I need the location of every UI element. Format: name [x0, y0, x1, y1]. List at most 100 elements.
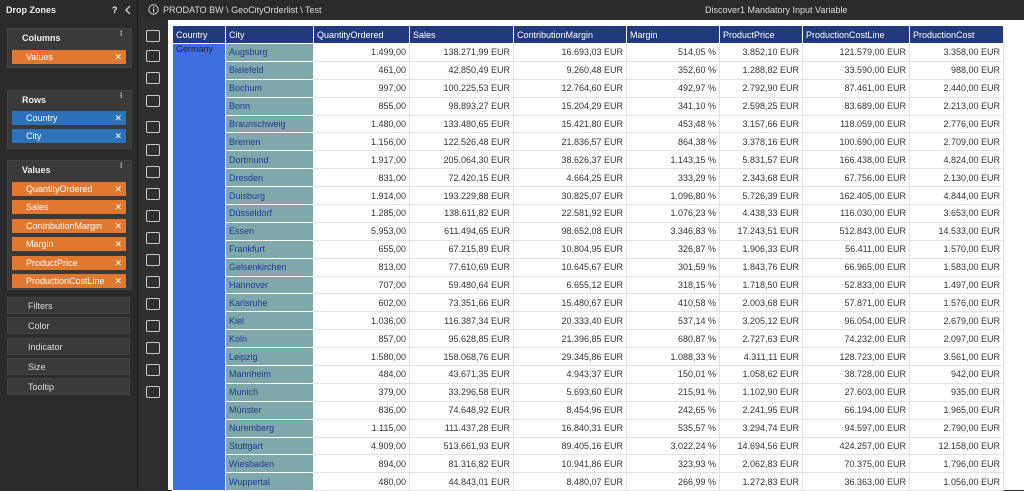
- column-header[interactable]: ContributionMargin: [513, 25, 627, 44]
- drop-zone-item[interactable]: Indicator: [7, 338, 130, 355]
- field-name: ProductionCostLine: [26, 276, 105, 286]
- drop-zone-item[interactable]: Color: [7, 317, 130, 334]
- column-header[interactable]: ProductionCostLine: [802, 25, 910, 44]
- value-cell: 43.671,35 EUR: [409, 365, 514, 384]
- tool-icon[interactable]: [146, 30, 160, 42]
- tool-icon[interactable]: [146, 144, 160, 156]
- drop-zone-title: Columns: [22, 33, 61, 43]
- tool-icon[interactable]: [146, 342, 160, 354]
- field-name: Values: [26, 52, 53, 62]
- tool-icon[interactable]: [146, 121, 160, 133]
- remove-button[interactable]: ✕: [114, 258, 122, 268]
- table-row: Germany Augsburg 1.499,00 138.271,99 EUR 16.…: [172, 42, 1004, 491]
- tool-icon[interactable]: [146, 276, 160, 288]
- tool-icon[interactable]: [146, 95, 160, 107]
- tool-icon[interactable]: [146, 386, 160, 398]
- field-chip[interactable]: Values ✕: [12, 50, 126, 64]
- table-row: Gelsenkirchen 813,00 77.610,69 EUR 10.645,6…: [173, 257, 1004, 277]
- remove-button[interactable]: ✕: [114, 239, 122, 249]
- value-cell: 857,00: [313, 329, 410, 349]
- field-chip[interactable]: ProductionCostLine ✕: [12, 274, 126, 288]
- tool-icon[interactable]: [146, 72, 160, 84]
- column-header[interactable]: Sales: [409, 25, 514, 44]
- field-chip[interactable]: ProductPrice ✕: [12, 256, 126, 270]
- value-cell: 1.115,00: [313, 418, 410, 438]
- value-cell: 158.068,76 EUR: [409, 347, 514, 367]
- value-cell: 215,91 %: [626, 382, 720, 402]
- tool-icon[interactable]: [146, 50, 160, 62]
- field-chip[interactable]: Margin ✕: [12, 237, 126, 251]
- value-cell: 14.694,56 EUR: [719, 436, 803, 456]
- remove-button[interactable]: ✕: [114, 184, 122, 194]
- help-button[interactable]: ?: [112, 5, 118, 15]
- tool-icon[interactable]: [146, 210, 160, 222]
- value-cell: 73.351,66 EUR: [409, 293, 514, 313]
- value-cell: 3.022,24 %: [626, 436, 720, 456]
- tool-icon[interactable]: [146, 166, 160, 178]
- field-chip[interactable]: ContributionMargin ✕: [12, 219, 126, 233]
- value-cell: 5.693,60 EUR: [513, 382, 627, 402]
- remove-button[interactable]: ✕: [114, 276, 122, 286]
- column-header[interactable]: QuantityOrdered: [313, 25, 410, 44]
- value-cell: 326,87 %: [626, 239, 720, 259]
- tool-icon[interactable]: [146, 364, 160, 376]
- value-cell: 2.241,95 EUR: [719, 400, 803, 420]
- table-row: Stuttgart 4.909,00 513.661,93 EUR 89.405,16…: [173, 436, 1004, 456]
- field-name: Sales: [26, 202, 49, 212]
- drop-zone-item[interactable]: Size: [7, 358, 130, 375]
- column-header[interactable]: City: [225, 25, 314, 44]
- value-cell: 4.909,00: [313, 436, 410, 456]
- menu-dots[interactable]: ···: [116, 162, 126, 168]
- tool-icon[interactable]: [146, 298, 160, 310]
- tool-icon[interactable]: [146, 232, 160, 244]
- field-name: Country: [26, 113, 58, 123]
- value-cell: 1.580,00: [313, 347, 410, 367]
- table-area: Country City QuantityOrdered Sales Contribut…: [168, 20, 1024, 491]
- field-chip[interactable]: Sales ✕: [12, 200, 126, 214]
- value-cell: 242,65 %: [626, 400, 720, 420]
- value-cell: 1.497,00 EUR: [909, 275, 1004, 295]
- remove-button[interactable]: ✕: [114, 202, 122, 212]
- value-cell: 1.583,00 EUR: [909, 257, 1004, 277]
- value-cell: 66.965,00 EUR: [802, 257, 910, 277]
- column-header[interactable]: Margin: [626, 25, 720, 44]
- value-cell: 116.030,00 EUR: [802, 204, 910, 223]
- value-cell: 4.438,33 EUR: [719, 204, 803, 223]
- value-cell: 193.229,88 EUR: [409, 186, 514, 206]
- value-cell: 1.843,76 EUR: [719, 257, 803, 277]
- value-cell: 453,48 %: [626, 114, 720, 134]
- table-row: Düsseldorf 1.285,00 138.611,82 EUR 22.581,9…: [173, 204, 1004, 223]
- column-header[interactable]: ProductionCost: [909, 25, 1004, 44]
- value-cell: 118.059,00 EUR: [802, 114, 910, 134]
- value-cell: 138.271,99 EUR: [409, 43, 514, 62]
- value-cell: 4.311,11 EUR: [719, 347, 803, 367]
- drop-zone-item[interactable]: Filters: [7, 297, 130, 314]
- value-cell: 1.480,00: [313, 114, 410, 134]
- value-cell: 3.378,16 EUR: [719, 132, 803, 152]
- column-header[interactable]: Country: [172, 25, 226, 44]
- remove-button[interactable]: ✕: [114, 52, 122, 62]
- value-cell: 95.628,85 EUR: [409, 329, 514, 349]
- tool-icon[interactable]: [146, 188, 160, 200]
- breadcrumb: PRODATO BW \ GeoCityOrderlist \ Test: [163, 5, 322, 15]
- remove-button[interactable]: ✕: [114, 113, 122, 123]
- country-cell: Germany: [172, 42, 226, 491]
- menu-dots[interactable]: ···: [116, 30, 126, 36]
- value-cell: 3.157,66 EUR: [719, 114, 803, 134]
- menu-dots[interactable]: ···: [116, 92, 126, 98]
- value-cell: 1.096,80 %: [626, 186, 720, 206]
- field-chip[interactable]: QuantityOrdered ✕: [12, 182, 126, 196]
- tool-icon[interactable]: [146, 320, 160, 332]
- tool-icon[interactable]: [146, 254, 160, 266]
- value-cell: 1.914,00: [313, 186, 410, 206]
- collapse-button[interactable]: [124, 5, 132, 15]
- remove-button[interactable]: ✕: [114, 221, 122, 231]
- info-icon[interactable]: [148, 4, 159, 15]
- remove-button[interactable]: ✕: [114, 131, 122, 141]
- column-header[interactable]: ProductPrice: [719, 25, 803, 44]
- value-cell: 6.655,12 EUR: [513, 275, 627, 295]
- drop-zone-item[interactable]: Tooltip: [7, 378, 130, 395]
- field-chip[interactable]: Country ✕: [12, 111, 126, 125]
- value-cell: 98.652,08 EUR: [513, 221, 627, 241]
- field-chip[interactable]: City ✕: [12, 129, 126, 143]
